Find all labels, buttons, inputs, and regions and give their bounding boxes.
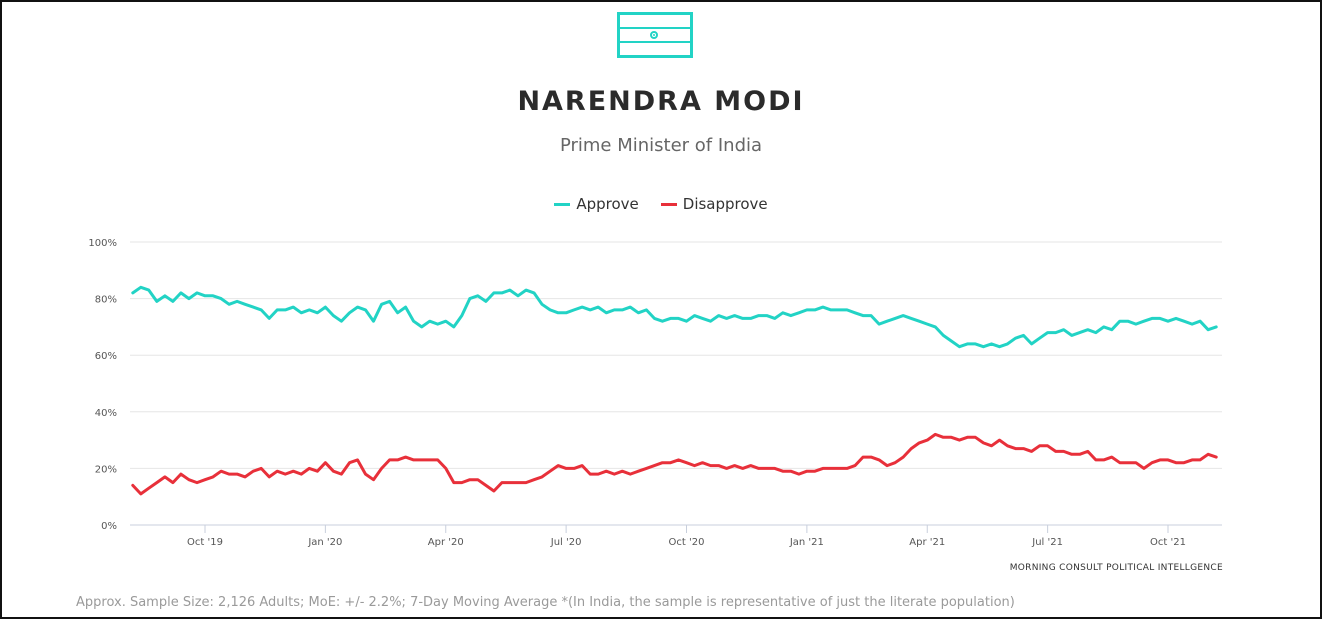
x-tick-label: Apr '21 [909,537,945,548]
x-tick-label: Jan '20 [307,537,342,548]
x-tick-label: Oct '21 [1150,537,1186,548]
series-line-approve [131,285,1218,349]
x-tick-label: Jul '21 [1031,537,1063,548]
y-tick-label: 40% [95,408,117,419]
y-tick-label: 20% [95,464,117,475]
x-tick-label: Oct '19 [187,537,223,548]
india-flag-icon [617,12,693,58]
legend-item-approve[interactable]: Approve [554,195,639,213]
chart-title: NARENDRA MODI [517,86,805,117]
legend-label-disapprove: Disapprove [682,195,768,213]
y-tick-label: 60% [95,351,117,362]
legend-swatch-disapprove [660,202,677,206]
x-tick-label: Apr '20 [428,537,464,548]
legend-item-disapprove[interactable]: Disapprove [660,195,768,213]
x-tick-label: Jul '20 [550,537,582,548]
chart-subtitle: Prime Minister of India [559,135,763,156]
y-tick-label: 100% [88,238,117,249]
legend-swatch-approve [554,202,571,206]
ashoka-chakra-icon [650,31,658,39]
source-credit: MORNING CONSULT POLITICAL INTELLGENCE [1009,563,1223,573]
x-tick-label: Oct '20 [669,537,705,548]
x-tick-label: Jan '21 [789,537,824,548]
footnote: Approx. Sample Size: 2,126 Adults; MoE: … [76,595,1015,610]
legend: Approve Disapprove [0,195,1322,213]
y-tick-label: 0% [101,521,117,532]
y-tick-label: 80% [95,295,117,306]
legend-label-approve: Approve [576,195,639,213]
series-line-disapprove [131,432,1218,496]
